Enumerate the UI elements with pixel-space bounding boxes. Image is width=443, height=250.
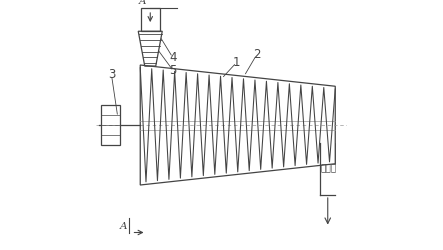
Text: 4: 4 <box>169 51 176 64</box>
Bar <box>101 105 120 145</box>
Text: 2: 2 <box>253 48 260 62</box>
Text: 5: 5 <box>169 64 176 76</box>
Text: A: A <box>120 222 128 231</box>
Text: 1: 1 <box>233 56 240 69</box>
Text: 3: 3 <box>108 68 115 82</box>
Text: 出料端: 出料端 <box>320 164 337 173</box>
Text: A: A <box>139 0 147 6</box>
Bar <box>141 8 160 31</box>
